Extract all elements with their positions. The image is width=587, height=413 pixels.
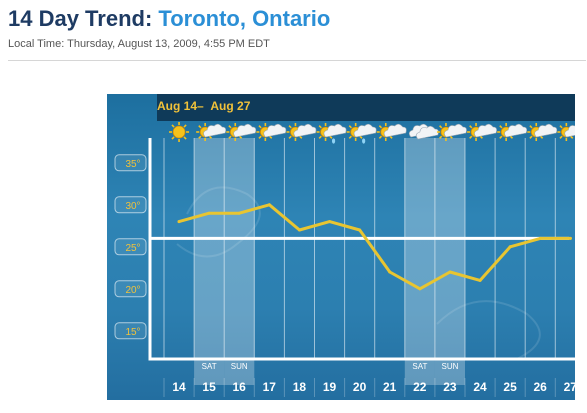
cloud-icon <box>408 123 439 140</box>
day-number-label: 25 <box>503 380 517 394</box>
sun-cloud-rain-icon <box>316 123 347 144</box>
day-number-label: 24 <box>473 380 487 394</box>
sun-cloud-icon <box>226 123 257 141</box>
day-number-label: 20 <box>352 380 367 394</box>
y-tick-box <box>114 322 147 340</box>
day-number-label: 23 <box>443 380 457 394</box>
day-number-label: 17 <box>262 380 276 394</box>
sun-cloud-icon <box>557 123 575 141</box>
day-number-label: 21 <box>383 380 397 394</box>
date-range: Aug 14– Aug 27 <box>157 99 250 113</box>
y-tick-label: 35° <box>125 159 140 170</box>
weekend-shade <box>194 138 225 385</box>
temperature-series-line <box>177 203 572 291</box>
day-number-label: 15 <box>202 380 216 394</box>
date-range-header: Aug 14– Aug 27 <box>157 94 575 121</box>
local-time: Local Time: Thursday, August 13, 2009, 4… <box>8 38 270 50</box>
data-point <box>508 245 512 249</box>
day-number-label: 19 <box>322 380 337 394</box>
sun-cloud-rain-icon <box>346 123 377 144</box>
sun-cloud-icon <box>467 123 497 141</box>
sun-cloud-icon <box>286 123 317 141</box>
data-point <box>478 278 482 282</box>
day-number-label: 16 <box>232 380 246 394</box>
y-tick-box <box>114 154 147 172</box>
y-tick-label: 25° <box>125 243 140 254</box>
y-tick-box <box>114 196 147 214</box>
sun-icon <box>169 122 190 142</box>
weekend-shade <box>404 138 435 385</box>
y-tick-label: 20° <box>125 285 140 296</box>
day-number-label: 26 <box>533 380 547 394</box>
title-prefix: 14 Day Trend: <box>8 6 159 31</box>
data-point <box>538 236 542 240</box>
trend-widget: Aug 14– Aug 27 35° 30° 25° 20° 15° 14 SAT 15 SU… <box>107 94 575 400</box>
sun-cloud-icon <box>196 123 227 141</box>
data-point <box>328 220 332 224</box>
data-point <box>418 287 422 291</box>
weekend-shade <box>224 138 255 385</box>
data-point <box>297 228 301 232</box>
date-range-start: Aug 14– <box>157 99 204 113</box>
data-point <box>237 211 241 215</box>
y-tick-label: 30° <box>125 201 140 212</box>
day-of-week-label: SUN <box>441 362 459 371</box>
sun-cloud-icon <box>527 123 558 141</box>
sun-cloud-icon <box>436 123 467 141</box>
divider <box>8 60 586 61</box>
date-range-end: Aug 27 <box>210 99 251 113</box>
data-point <box>358 228 362 232</box>
day-number-label: 18 <box>292 380 307 394</box>
title-location: Toronto, Ontario <box>158 6 331 31</box>
day-of-week-label: SUN <box>230 362 248 371</box>
data-point <box>388 270 392 274</box>
data-point <box>568 236 572 240</box>
y-tick-label: 15° <box>125 327 140 338</box>
data-point <box>177 220 181 224</box>
sun-cloud-icon <box>376 123 407 141</box>
weekend-shade <box>434 138 465 385</box>
swirl-decoration <box>436 300 541 360</box>
sun-cloud-icon <box>256 123 287 141</box>
day-number-label: 22 <box>413 380 427 394</box>
data-point <box>267 203 271 207</box>
day-number-label: 27 <box>563 380 575 394</box>
page-title: 14 Day Trend: Toronto, Ontario <box>8 6 330 32</box>
day-of-week-label: SAT <box>201 362 217 371</box>
temperature-chart: 35° 30° 25° 20° 15° <box>114 122 575 397</box>
y-tick-box <box>114 280 147 298</box>
data-point <box>448 270 452 274</box>
data-point <box>207 211 211 215</box>
day-of-week-label: SAT <box>412 362 428 371</box>
swirl-decoration <box>176 186 261 258</box>
y-tick-box <box>114 238 147 256</box>
day-number-label: 14 <box>172 380 186 394</box>
sun-cloud-icon <box>497 123 528 141</box>
